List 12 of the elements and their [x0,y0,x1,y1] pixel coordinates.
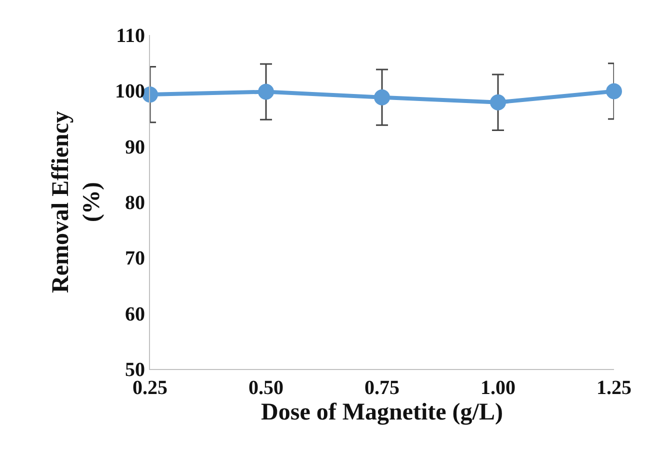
x-tick-label: 1.25 [596,377,632,399]
y-tick-label: 60 [125,303,145,326]
x-tick-label: 1.00 [480,377,516,399]
x-axis-title: Dose of Magnetite (g/L) [261,399,503,426]
x-tick-label: 0.75 [364,377,400,399]
y-tick-label: 80 [125,192,145,214]
y-axis-title: Removal Effiency (%) [48,111,106,293]
y-tick-label: 100 [115,80,145,103]
y-tick-label: 70 [125,248,145,270]
y-tick-label: 110 [116,25,145,47]
y-tick-label: 90 [125,136,145,158]
x-tick-label: 0.50 [248,377,284,399]
